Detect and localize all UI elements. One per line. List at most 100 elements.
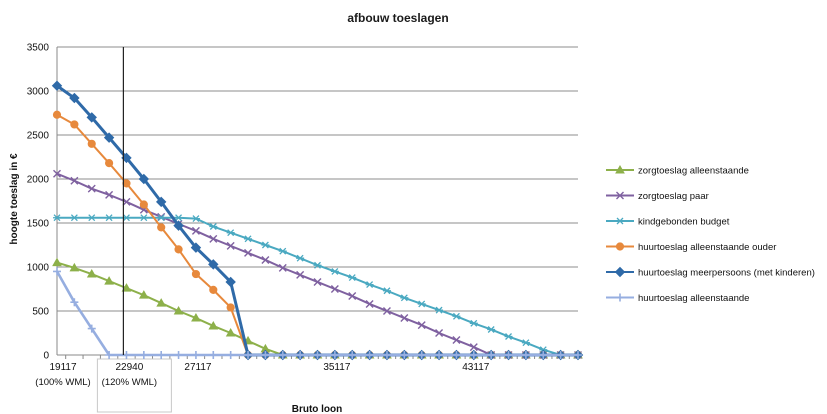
y-tick-label: 2500 [27,131,50,142]
point-marker [313,351,322,359]
point-marker [278,247,287,255]
legend-item: kindgebonden budget [606,217,730,228]
point-marker [574,351,582,359]
series-line [56,261,578,356]
series-line [55,270,578,357]
point-marker [208,320,219,330]
point-marker [70,176,79,185]
point-marker [614,266,626,278]
point-marker [452,312,461,320]
point-marker [105,214,114,222]
point-marker [400,314,409,323]
point-marker [174,245,183,254]
y-tick-label: 1000 [27,263,50,274]
point-marker [208,259,219,270]
point-marker [504,351,513,359]
point-marker [191,313,201,322]
point-marker [469,351,478,359]
point-marker [103,132,115,143]
y-tick-label: 0 [43,351,49,362]
point-marker [521,339,530,347]
series-0 [52,257,583,359]
point-marker [330,351,339,359]
point-marker [121,283,132,292]
y-tick-label: 1500 [27,219,50,230]
series-line [57,216,578,356]
y-tick-label: 500 [32,307,49,318]
point-marker [261,351,270,359]
chart-title: afbouw toeslagen [347,11,448,25]
point-marker [69,262,80,272]
point-marker [278,263,287,272]
point-marker [174,351,183,359]
point-marker [173,305,184,315]
legend-item: huurtoeslag alleenstaande ouder [606,242,776,253]
point-marker [104,276,114,285]
point-marker [400,351,409,359]
legend: zorgtoeslag alleenstaande zorgtoeslag paa… [606,164,815,304]
point-marker [400,294,409,302]
point-marker [52,257,62,267]
point-marker [70,120,79,129]
series-line [56,113,578,356]
y-tick-label: 2000 [27,175,50,186]
point-marker [122,197,131,206]
point-marker [70,214,79,222]
point-marker [138,173,150,185]
legend-item: zorgtoeslag paar [606,191,709,202]
series-4 [51,80,584,361]
point-marker [209,234,218,243]
wml-annotation-box [96,358,172,413]
point-marker [225,327,236,337]
point-marker [435,351,444,359]
point-marker [452,351,461,359]
point-marker [616,191,624,200]
y-tick-label: 3000 [27,87,50,98]
x-tick-label: 27117 [184,362,212,373]
legend-label: huurtoeslag meerpersoons (met kinderen) [638,268,815,279]
legend-label: huurtoeslag alleenstaande [638,293,749,304]
legend-label: zorgtoeslag paar [638,191,709,202]
point-marker [53,267,61,276]
series-2 [53,214,582,359]
point-marker [616,293,624,302]
series-line [56,84,578,357]
point-marker [244,351,253,359]
point-marker [226,241,235,250]
y-axis-label: hoogte toeslag in € [9,153,20,245]
point-marker [191,269,201,279]
point-marker [226,303,235,312]
x-axis: 19117 (100% WML) 22940 (120% WML) 27117 35117… [35,355,570,413]
point-marker [313,261,322,269]
point-marker [53,169,61,178]
point-marker [69,92,80,104]
point-marker [417,351,426,359]
point-marker [615,164,625,174]
point-marker [469,343,478,352]
x-tick-label: 22940 [115,362,143,373]
series-5 [53,267,582,359]
point-marker [86,112,97,123]
legend-label: zorgtoeslag alleenstaande [638,166,749,177]
point-marker [504,333,513,340]
series-group [51,80,584,361]
legend-item: zorgtoeslag alleenstaande [606,164,749,177]
point-marker [417,321,426,330]
point-marker [173,220,184,231]
point-marker [53,214,61,222]
point-marker [556,351,565,359]
point-marker [313,277,322,286]
point-marker [70,298,79,307]
point-marker [191,215,200,223]
point-marker [87,324,96,333]
point-marker [261,241,270,249]
point-marker [105,159,114,168]
point-marker [87,139,96,148]
point-marker [87,214,96,222]
point-marker [209,351,218,359]
point-marker [225,276,236,288]
point-marker [348,351,357,359]
point-marker [330,285,339,293]
point-marker [365,299,374,308]
legend-label: kindgebonden budget [638,217,730,228]
